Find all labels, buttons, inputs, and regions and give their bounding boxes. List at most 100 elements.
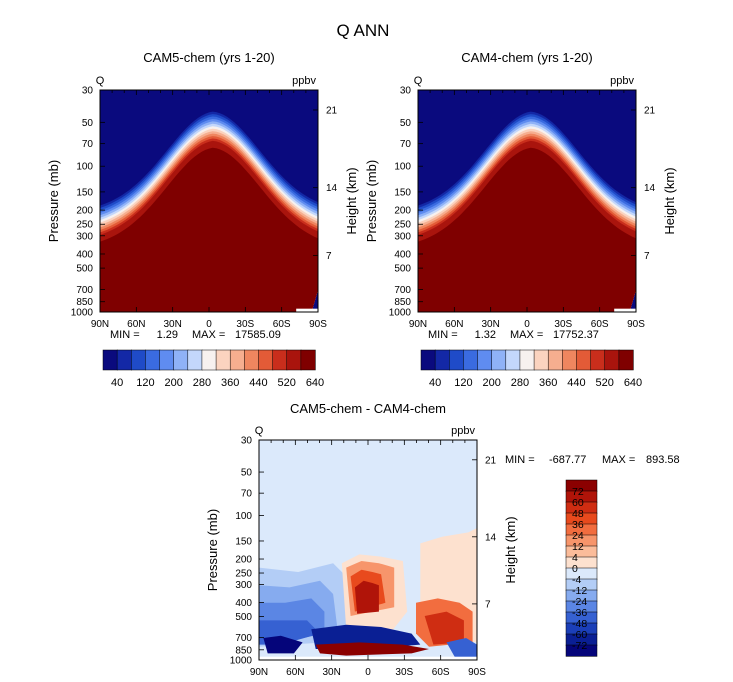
y-tick-label: 850: [235, 645, 252, 656]
y-tick-label: 50: [241, 468, 253, 479]
y-tick-label: 50: [82, 118, 94, 129]
variable-label: Q: [255, 425, 264, 437]
contour-band: [315, 642, 429, 656]
y-tick-label: 70: [82, 139, 94, 150]
colorbar-box: [477, 349, 493, 371]
x-tick-label: 60S: [273, 319, 291, 330]
y2-tick-label: 7: [644, 251, 650, 262]
colorbar-label: 48: [572, 508, 584, 520]
panel-title: CAM5-chem - CAM4-chem: [290, 401, 446, 416]
colorbar-label: 280: [511, 377, 529, 389]
colorbar-label: 280: [193, 377, 211, 389]
panel-title: CAM5-chem (yrs 1-20): [143, 50, 274, 65]
y-tick-label: 850: [76, 297, 93, 308]
colorbar-label: 24: [572, 530, 584, 542]
colorbar-label: 520: [596, 377, 614, 389]
y-tick-label: 100: [235, 511, 252, 522]
colorbar-label: -48: [572, 618, 587, 630]
colorbar-box: [300, 349, 316, 371]
colorbar-box: [159, 349, 175, 371]
y-tick-label: 150: [235, 536, 252, 547]
colorbar-box: [145, 349, 161, 371]
y-tick-label: 30: [82, 86, 94, 97]
y-tick-label: 250: [76, 220, 93, 231]
y-tick-label: 1000: [230, 656, 253, 667]
colorbar-label: -72: [572, 640, 587, 652]
y-tick-label: 200: [235, 555, 252, 566]
colorbar-box: [201, 349, 217, 371]
y-tick-label: 700: [76, 285, 93, 296]
colorbar-label: 72: [572, 486, 584, 498]
x-tick-label: 30N: [163, 319, 181, 330]
panel-title: CAM4-chem (yrs 1-20): [461, 50, 592, 65]
y-axis-title: Pressure (mb): [46, 160, 61, 242]
colorbar-box: [562, 349, 578, 371]
x-tick-label: 60N: [127, 319, 145, 330]
colorbar-label: 36: [572, 519, 584, 531]
max-value: 17585.09: [235, 329, 281, 341]
colorbar-box: [116, 349, 132, 371]
min-value: -687.77: [549, 454, 586, 466]
colorbar-label: 200: [164, 377, 182, 389]
colorbar-label: 440: [567, 377, 585, 389]
y-tick-label: 250: [235, 569, 252, 580]
y-tick-label: 100: [394, 162, 411, 173]
x-tick-label: 30S: [236, 319, 254, 330]
colorbar-label: 120: [136, 377, 154, 389]
colorbar-label: -4: [572, 574, 581, 586]
contour-band: [263, 635, 303, 654]
colorbar-label: 0: [572, 563, 578, 575]
x-tick-label: 90N: [91, 319, 109, 330]
colorbar-box: [505, 349, 521, 371]
x-tick-label: 30N: [481, 319, 499, 330]
colorbar-box: [102, 349, 118, 371]
colorbar-box: [229, 349, 245, 371]
y2-axis-title: Height (km): [503, 516, 518, 583]
contour-band: [311, 624, 421, 649]
y-tick-label: 250: [394, 220, 411, 231]
colorbar-box: [547, 349, 563, 371]
colorbar-label: -24: [572, 596, 587, 608]
colorbar-label: -60: [572, 629, 587, 641]
units-label: ppbv: [610, 75, 634, 87]
y2-tick-label: 7: [326, 251, 332, 262]
y-tick-label: 200: [394, 206, 411, 217]
max-label: MAX =: [510, 329, 543, 341]
colorbar-box: [576, 349, 592, 371]
colorbar-label: 640: [306, 377, 324, 389]
colorbar-box: [244, 349, 260, 371]
colorbar-box: [565, 556, 598, 569]
max-label: MAX =: [602, 454, 635, 466]
colorbar-box: [463, 349, 479, 371]
contour-band: [354, 580, 379, 614]
colorbar-label: -12: [572, 585, 587, 597]
y-tick-label: 400: [76, 249, 93, 260]
y-tick-label: 500: [235, 612, 252, 623]
units-label: ppbv: [451, 425, 475, 437]
variable-label: Q: [414, 75, 423, 87]
colorbar-label: 200: [482, 377, 500, 389]
y-tick-label: 700: [394, 285, 411, 296]
colorbar-label: 40: [429, 377, 441, 389]
y2-tick-label: 21: [326, 105, 338, 116]
x-tick-label: 90N: [250, 667, 268, 678]
x-tick-label: 90N: [409, 319, 427, 330]
y-tick-label: 700: [235, 633, 252, 644]
panel-difference: CAM5-chem - CAM4-chem Q ppbv 90N 60N 30N 0 30S 6…: [205, 401, 680, 678]
y-tick-label: 70: [241, 489, 253, 500]
y-tick-label: 50: [400, 118, 412, 129]
x-tick-label: 0: [365, 667, 371, 678]
colorbar-label: 520: [278, 377, 296, 389]
colorbar-label: 640: [624, 377, 642, 389]
contour-band: [418, 147, 636, 312]
x-tick-label: 30S: [395, 667, 413, 678]
y2-axis-title: Height (km): [662, 167, 677, 234]
colorbar-box: [173, 349, 189, 371]
colorbar-box: [590, 349, 606, 371]
max-label: MAX =: [192, 329, 225, 341]
min-label: MIN =: [110, 329, 140, 341]
colorbar-box: [604, 349, 620, 371]
y2-tick-label: 14: [485, 532, 497, 543]
y2-tick-label: 7: [485, 599, 491, 610]
y-tick-label: 500: [394, 264, 411, 275]
